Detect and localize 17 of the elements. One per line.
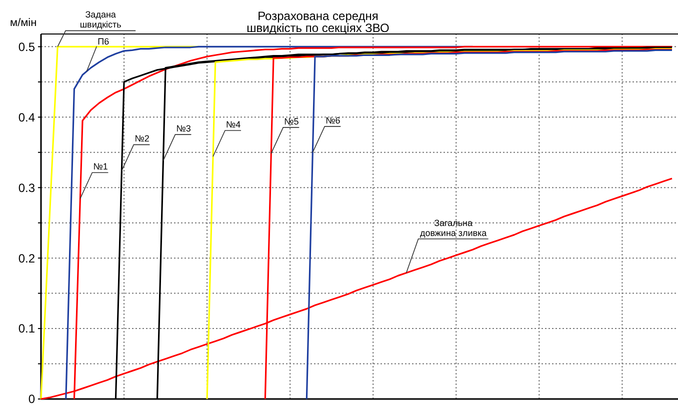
y-tick-label: 0.4 [18,110,36,124]
chart-title: Розрахована середня швидкість по секціях ЗВО [246,9,390,35]
y-tick-label: 0.5 [18,40,36,54]
y-axis-title: м/мін [10,17,37,29]
series-label: №2 [134,134,150,144]
series-label: П6 [98,36,110,46]
y-tick-label: 0 [28,392,36,406]
series-label: №6 [326,115,340,126]
series-label: №5 [284,116,299,126]
series-label: №3 [176,124,191,134]
series-label: Задана швидкість [80,10,122,30]
series-label: Загальна довжина зливка [420,218,487,238]
y-tick-label: 0.3 [18,180,36,195]
y-tick-label: 0.1 [18,322,36,336]
series-label: №4 [226,119,241,130]
y-tick-label: 0.2 [18,251,36,266]
series-label: №1 [93,162,108,172]
